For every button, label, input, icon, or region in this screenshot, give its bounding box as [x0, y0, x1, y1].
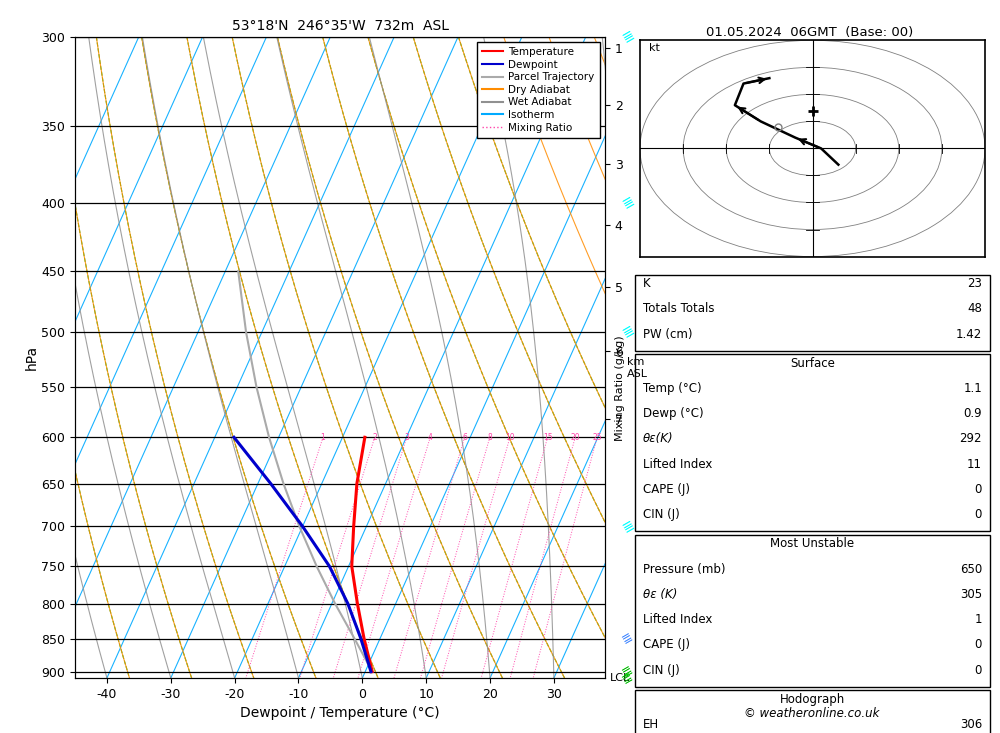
Text: 20: 20: [570, 432, 580, 442]
Text: 48: 48: [967, 302, 982, 315]
Text: 292: 292: [960, 432, 982, 446]
Text: 15: 15: [543, 432, 552, 442]
Text: 2: 2: [372, 432, 377, 442]
Title: 53°18'N  246°35'W  732m  ASL: 53°18'N 246°35'W 732m ASL: [232, 19, 448, 33]
Text: 1: 1: [974, 614, 982, 626]
Text: 6: 6: [462, 432, 467, 442]
Text: 1.1: 1.1: [963, 382, 982, 395]
Text: Mixing Ratio (g/kg): Mixing Ratio (g/kg): [615, 336, 625, 441]
Text: 0: 0: [975, 638, 982, 652]
Text: 0.9: 0.9: [963, 408, 982, 420]
Y-axis label: km
ASL: km ASL: [627, 357, 648, 379]
Text: 0: 0: [975, 483, 982, 496]
Text: 01.05.2024  06GMT  (Base: 00): 01.05.2024 06GMT (Base: 00): [706, 26, 914, 39]
Text: 1.42: 1.42: [956, 328, 982, 341]
Text: Lifted Index: Lifted Index: [643, 457, 712, 471]
Text: CIN (J): CIN (J): [643, 509, 680, 521]
Text: θε(K): θε(K): [643, 432, 674, 446]
Text: K: K: [643, 277, 651, 290]
Text: 305: 305: [960, 588, 982, 601]
Text: Temp (°C): Temp (°C): [643, 382, 702, 395]
Text: Hodograph: Hodograph: [780, 693, 845, 706]
Text: ≣: ≣: [620, 630, 636, 647]
Text: ≣: ≣: [620, 323, 637, 341]
Text: 23: 23: [967, 277, 982, 290]
Text: 0: 0: [975, 664, 982, 677]
Text: 11: 11: [967, 457, 982, 471]
Text: CIN (J): CIN (J): [643, 664, 680, 677]
Text: PW (cm): PW (cm): [643, 328, 692, 341]
Text: © weatheronline.co.uk: © weatheronline.co.uk: [744, 707, 880, 720]
X-axis label: Dewpoint / Temperature (°C): Dewpoint / Temperature (°C): [240, 707, 440, 721]
Text: 8: 8: [487, 432, 492, 442]
Text: EH: EH: [643, 718, 659, 731]
Text: kt: kt: [649, 43, 660, 53]
Legend: Temperature, Dewpoint, Parcel Trajectory, Dry Adiabat, Wet Adiabat, Isotherm, Mi: Temperature, Dewpoint, Parcel Trajectory…: [477, 42, 600, 138]
Text: CAPE (J): CAPE (J): [643, 483, 690, 496]
Text: 1: 1: [321, 432, 325, 442]
Text: 306: 306: [960, 718, 982, 731]
Text: Most Unstable: Most Unstable: [770, 537, 855, 550]
Text: ≣: ≣: [620, 194, 637, 212]
Text: CAPE (J): CAPE (J): [643, 638, 690, 652]
Text: 10: 10: [505, 432, 515, 442]
Text: ≣: ≣: [620, 28, 637, 45]
Text: 3: 3: [404, 432, 409, 442]
Text: 0: 0: [975, 509, 982, 521]
Text: LCL: LCL: [610, 673, 631, 683]
Text: Pressure (mb): Pressure (mb): [643, 563, 726, 575]
Text: 25: 25: [592, 432, 602, 442]
Text: Dewp (°C): Dewp (°C): [643, 408, 704, 420]
Text: 650: 650: [960, 563, 982, 575]
Text: θε (K): θε (K): [643, 588, 677, 601]
Y-axis label: hPa: hPa: [24, 345, 38, 370]
Text: Surface: Surface: [790, 357, 835, 369]
Text: ≣: ≣: [620, 670, 636, 686]
Text: Totals Totals: Totals Totals: [643, 302, 714, 315]
Text: ≣: ≣: [620, 663, 636, 680]
Text: Lifted Index: Lifted Index: [643, 614, 712, 626]
Text: ≣: ≣: [620, 517, 637, 535]
Text: 4: 4: [428, 432, 433, 442]
